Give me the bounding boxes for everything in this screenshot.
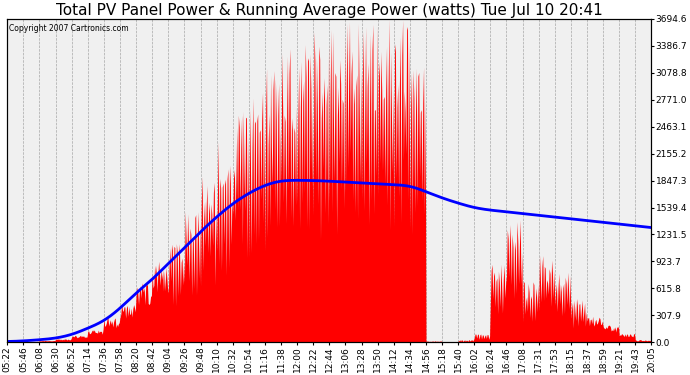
Text: Copyright 2007 Cartronics.com: Copyright 2007 Cartronics.com: [8, 24, 128, 33]
Title: Total PV Panel Power & Running Average Power (watts) Tue Jul 10 20:41: Total PV Panel Power & Running Average P…: [56, 3, 603, 18]
